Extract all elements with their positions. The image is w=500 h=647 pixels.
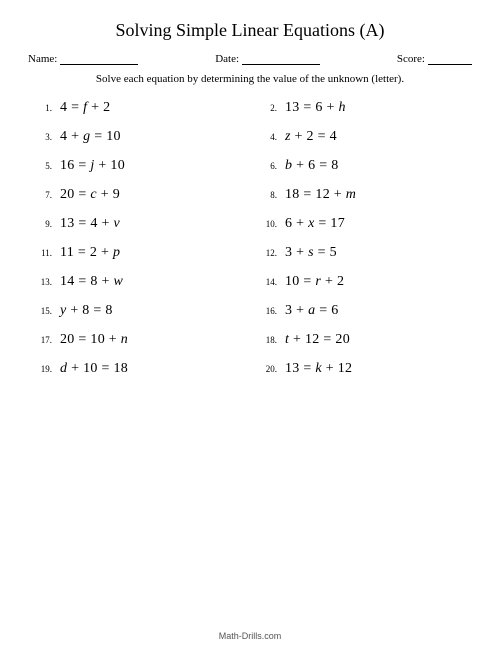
equation-text: 11 = 2 + p (60, 245, 120, 261)
problem-number: 6. (257, 157, 277, 171)
problem-number: 3. (32, 128, 52, 142)
equation-text: 14 = 8 + w (60, 274, 123, 290)
equation-text: y + 8 = 8 (60, 303, 113, 319)
problem-number: 14. (257, 273, 277, 287)
score-label: Score: (397, 53, 425, 65)
equation-text: 13 = 4 + v (60, 216, 120, 232)
problem-item: 2. 13 = 6 + h (257, 99, 472, 116)
footer-credit: Math-Drills.com (0, 631, 500, 641)
problem-number: 9. (32, 215, 52, 229)
problem-item: 18. t + 12 = 20 (257, 331, 472, 348)
problem-number: 16. (257, 302, 277, 316)
problem-item: 12. 3 + s = 5 (257, 244, 472, 261)
date-label: Date: (215, 53, 239, 65)
problem-item: 4. z + 2 = 4 (257, 128, 472, 145)
score-field: Score: (397, 53, 472, 65)
problem-item: 19. d + 10 = 18 (32, 360, 247, 377)
equation-text: z + 2 = 4 (285, 129, 337, 145)
name-field: Name: (28, 53, 138, 65)
name-input-line[interactable] (60, 53, 138, 65)
problem-item: 15. y + 8 = 8 (32, 302, 247, 319)
problem-item: 9. 13 = 4 + v (32, 215, 247, 232)
score-input-line[interactable] (428, 53, 472, 65)
problem-number: 4. (257, 128, 277, 142)
problem-number: 5. (32, 157, 52, 171)
problem-item: 7. 20 = c + 9 (32, 186, 247, 203)
problem-item: 20. 13 = k + 12 (257, 360, 472, 377)
equation-text: 18 = 12 + m (285, 187, 356, 203)
header-row: Name: Date: Score: (28, 53, 472, 65)
equation-text: 4 + g = 10 (60, 129, 121, 145)
problem-item: 17. 20 = 10 + n (32, 331, 247, 348)
problem-item: 11. 11 = 2 + p (32, 244, 247, 261)
page-title: Solving Simple Linear Equations (A) (28, 20, 472, 41)
problem-item: 1. 4 = f + 2 (32, 99, 247, 116)
instruction-text: Solve each equation by determining the v… (28, 73, 472, 85)
problem-item: 10. 6 + x = 17 (257, 215, 472, 232)
problem-item: 13. 14 = 8 + w (32, 273, 247, 290)
equation-text: 4 = f + 2 (60, 100, 110, 116)
problem-number: 2. (257, 99, 277, 113)
problems-grid: 1. 4 = f + 2 2. 13 = 6 + h 3. 4 + g = 10 4. z +… (28, 99, 472, 377)
problem-item: 3. 4 + g = 10 (32, 128, 247, 145)
equation-text: 13 = k + 12 (285, 361, 352, 377)
problem-number: 8. (257, 186, 277, 200)
problem-item: 5. 16 = j + 10 (32, 157, 247, 174)
equation-text: 3 + a = 6 (285, 303, 339, 319)
problem-number: 19. (32, 360, 52, 374)
problem-number: 20. (257, 360, 277, 374)
name-label: Name: (28, 53, 57, 65)
problem-item: 14. 10 = r + 2 (257, 273, 472, 290)
problem-number: 18. (257, 331, 277, 345)
equation-text: b + 6 = 8 (285, 158, 339, 174)
problem-item: 16. 3 + a = 6 (257, 302, 472, 319)
equation-text: d + 10 = 18 (60, 361, 128, 377)
date-field: Date: (215, 53, 320, 65)
problem-number: 15. (32, 302, 52, 316)
equation-text: 10 = r + 2 (285, 274, 344, 290)
equation-text: t + 12 = 20 (285, 332, 350, 348)
equation-text: 20 = c + 9 (60, 187, 120, 203)
problem-number: 10. (257, 215, 277, 229)
problem-item: 8. 18 = 12 + m (257, 186, 472, 203)
problem-number: 17. (32, 331, 52, 345)
equation-text: 16 = j + 10 (60, 158, 125, 174)
problem-number: 11. (32, 244, 52, 258)
problem-number: 13. (32, 273, 52, 287)
problem-item: 6. b + 6 = 8 (257, 157, 472, 174)
problem-number: 12. (257, 244, 277, 258)
date-input-line[interactable] (242, 53, 320, 65)
equation-text: 13 = 6 + h (285, 100, 346, 116)
equation-text: 3 + s = 5 (285, 245, 337, 261)
equation-text: 6 + x = 17 (285, 216, 345, 232)
problem-number: 7. (32, 186, 52, 200)
equation-text: 20 = 10 + n (60, 332, 128, 348)
problem-number: 1. (32, 99, 52, 113)
